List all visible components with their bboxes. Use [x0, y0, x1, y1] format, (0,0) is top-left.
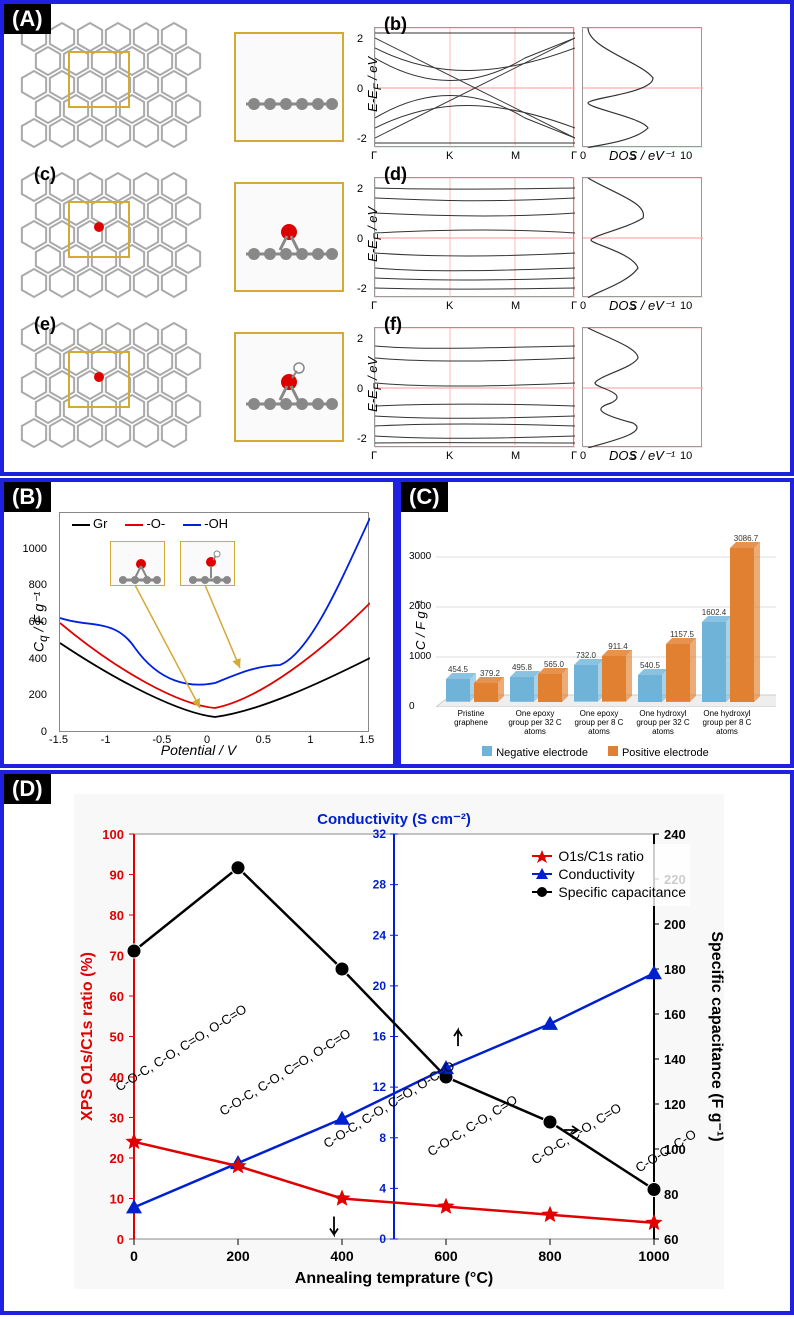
svg-text:120: 120 [664, 1097, 686, 1112]
svg-text:1000: 1000 [638, 1248, 669, 1264]
svg-text:200: 200 [664, 917, 686, 932]
svg-text:32: 32 [373, 827, 387, 841]
svg-text:200: 200 [226, 1248, 250, 1264]
panel-d: (D) 02004006008001000Annealing tempratur… [0, 770, 794, 1315]
svg-text:28: 28 [373, 878, 387, 892]
svg-text:24: 24 [373, 928, 387, 942]
svg-text:50: 50 [110, 1030, 124, 1045]
svg-text:30: 30 [110, 1111, 124, 1126]
svg-text:400: 400 [330, 1248, 354, 1264]
svg-text:10: 10 [110, 1192, 124, 1207]
svg-text:20: 20 [373, 979, 387, 993]
svg-text:Specific capacitance (F g⁻¹): Specific capacitance (F g⁻¹) [708, 931, 724, 1141]
chart-d-legend: O1s/C1s ratioConductivitySpecific capaci… [528, 844, 690, 906]
inset-oh [180, 541, 235, 586]
panel-a-label: (A) [4, 4, 51, 34]
svg-text:0: 0 [117, 1232, 124, 1247]
panel-d-label: (D) [4, 774, 51, 804]
svg-text:160: 160 [664, 1007, 686, 1022]
svg-text:20: 20 [110, 1151, 124, 1166]
chart-c-area: 454.5 379.2Pristine graphene 495.8 565.0… [436, 532, 776, 707]
inset-o [110, 541, 165, 586]
panel-c-label: (C) [401, 482, 448, 512]
svg-text:80: 80 [110, 908, 124, 923]
chart-b-xaxis: Potential / V [161, 742, 237, 758]
svg-text:600: 600 [434, 1248, 458, 1264]
svg-text:140: 140 [664, 1052, 686, 1067]
svg-text:8: 8 [379, 1131, 386, 1145]
svg-text:Annealing temprature (°C): Annealing temprature (°C) [295, 1270, 493, 1287]
svg-text:800: 800 [538, 1248, 562, 1264]
svg-text:80: 80 [664, 1187, 678, 1202]
svg-text:180: 180 [664, 962, 686, 977]
svg-text:0: 0 [130, 1248, 138, 1264]
svg-text:70: 70 [110, 949, 124, 964]
svg-text:4: 4 [379, 1181, 386, 1195]
svg-text:90: 90 [110, 868, 124, 883]
svg-text:100: 100 [102, 827, 124, 842]
svg-text:XPS O1s/C1s ratio (%): XPS O1s/C1s ratio (%) [79, 952, 96, 1121]
panel-c: (C) C / F g⁻¹ 454.5 379.2Pristine graphe… [397, 478, 794, 768]
panel-b: (B) Gr-O--OH Cq / F g⁻¹ Potential / V -1… [0, 478, 397, 768]
svg-text:12: 12 [373, 1080, 387, 1094]
svg-text:60: 60 [110, 989, 124, 1004]
panel-b-label: (B) [4, 482, 51, 512]
svg-text:60: 60 [664, 1232, 678, 1247]
svg-text:16: 16 [373, 1030, 387, 1044]
panel-a: (A) E-EF / eVΓKMΓ-202DOS / eV⁻¹0510E-EF … [0, 0, 794, 476]
svg-text:0: 0 [379, 1232, 386, 1246]
svg-text:240: 240 [664, 827, 686, 842]
chart-b-area: Gr-O--OH [59, 512, 369, 732]
svg-text:Conductivity (S cm⁻²): Conductivity (S cm⁻²) [317, 811, 471, 828]
